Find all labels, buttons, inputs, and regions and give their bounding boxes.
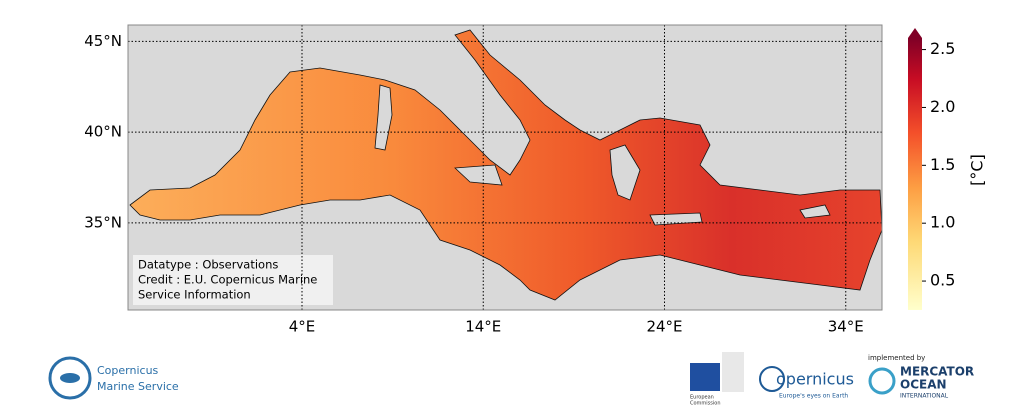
info-text: Credit : E.U. Copernicus Marine bbox=[138, 273, 317, 287]
colorbar-label: [°C] bbox=[968, 154, 987, 186]
colorbar-tick-label: 0.5 bbox=[930, 271, 955, 290]
colorbar-tick-label: 1.5 bbox=[930, 155, 955, 174]
colorbar-extend bbox=[908, 28, 922, 38]
colorbar-tick-label: 2.5 bbox=[930, 39, 955, 58]
logo-text: OCEAN bbox=[900, 378, 947, 392]
x-tick-label: 34°E bbox=[828, 318, 864, 336]
logo-text: INTERNATIONAL bbox=[900, 393, 949, 400]
eu-flag bbox=[690, 363, 720, 391]
logo-text: Commission bbox=[690, 401, 721, 407]
logo bbox=[722, 352, 744, 392]
logo-text: MERCATOR bbox=[900, 365, 974, 379]
map-frame bbox=[127, 24, 883, 311]
logo bbox=[868, 367, 896, 395]
colorbar-tick-label: 1.0 bbox=[930, 213, 955, 232]
colorbar bbox=[908, 38, 922, 310]
y-tick-label: 35°N bbox=[84, 213, 122, 231]
logo-text: opernicus bbox=[776, 370, 854, 389]
logo-text: Europe's eyes on Earth bbox=[779, 393, 848, 400]
logo bbox=[759, 366, 785, 392]
colorbar-tick-label: 2.0 bbox=[930, 97, 955, 116]
logo-text: European bbox=[690, 395, 714, 401]
info-box bbox=[133, 255, 333, 305]
info-text: Datatype : Observations bbox=[138, 258, 278, 272]
logo bbox=[48, 356, 92, 400]
logo-text: implemented by bbox=[868, 354, 925, 362]
sea bbox=[129, 29, 883, 301]
y-tick-label: 45°N bbox=[84, 32, 122, 50]
logo-text: Copernicus bbox=[97, 364, 159, 377]
logo-text: Marine Service bbox=[97, 380, 179, 393]
x-tick-label: 24°E bbox=[646, 318, 682, 336]
logo bbox=[60, 373, 80, 383]
islands bbox=[374, 84, 831, 226]
footer: Copernicus Marine Service European Commi… bbox=[48, 352, 974, 407]
x-tick-label: 4°E bbox=[289, 318, 316, 336]
x-tick-label: 14°E bbox=[465, 318, 501, 336]
y-tick-label: 40°N bbox=[84, 123, 122, 141]
info-text: Service Information bbox=[138, 288, 251, 302]
